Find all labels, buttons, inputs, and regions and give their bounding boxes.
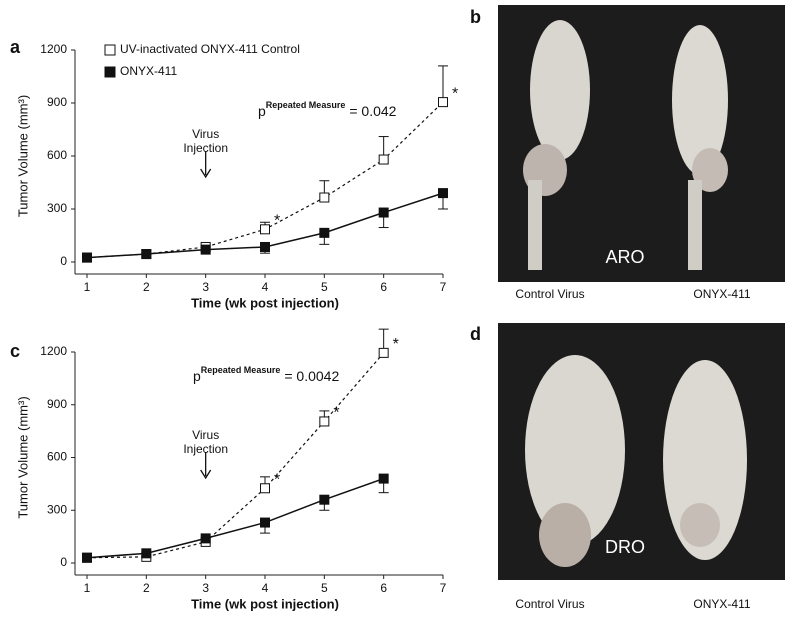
x-tick-label: 3 [202, 581, 209, 595]
marker [260, 517, 270, 528]
y-axis-label: Tumor Volume (mm³) [15, 396, 30, 518]
marker [378, 154, 389, 165]
x-tick-label: 4 [262, 280, 269, 294]
series-line [86, 352, 385, 559]
marker [319, 192, 330, 203]
p-annotation: pRepeated Measure = 0.042 [258, 100, 397, 118]
photo-caption: ONYX-411 [693, 597, 750, 611]
y-tick-label: 300 [47, 502, 67, 516]
photo-b [498, 5, 785, 282]
x-tick-label: 5 [321, 581, 328, 595]
y-tick-label: 900 [47, 397, 67, 411]
x-axis-label: Time (wk post injection) [191, 295, 339, 310]
x-tick-label: 6 [380, 280, 387, 294]
x-tick-label: 5 [321, 280, 328, 294]
legend-label: ONYX-411 [120, 64, 177, 78]
marker [260, 224, 270, 235]
marker [378, 473, 389, 484]
x-tick-label: 1 [84, 581, 91, 595]
injection-label: Virus [192, 127, 219, 141]
mouse-body [530, 20, 590, 160]
marker [260, 241, 270, 252]
marker [260, 483, 270, 494]
x-tick-label: 2 [143, 581, 150, 595]
x-tick-label: 7 [440, 280, 447, 294]
photo-caption: Control Virus [515, 287, 584, 301]
marker [82, 552, 92, 563]
error-bar [438, 65, 448, 103]
marker [378, 347, 389, 358]
mouse-body [663, 360, 747, 560]
p-letter: p [258, 103, 266, 119]
significance-star: * [393, 336, 399, 353]
x-tick-label: 1 [84, 280, 91, 294]
marker [378, 207, 389, 218]
panel-letter: a [10, 37, 21, 57]
legend-marker [104, 66, 116, 78]
marker [438, 188, 448, 199]
marker [319, 227, 330, 238]
y-tick-label: 900 [47, 95, 67, 109]
significance-star: * [452, 85, 458, 102]
p-annotation: pRepeated Measure = 0.0042 [193, 365, 339, 383]
marker [319, 416, 330, 427]
significance-star: * [333, 405, 339, 422]
mouse-leg [688, 180, 702, 270]
mouse-leg [528, 180, 542, 270]
x-tick-label: 7 [440, 581, 447, 595]
photo-caption: ONYX-411 [693, 287, 750, 301]
injection-label: Injection [183, 141, 228, 155]
x-tick-label: 6 [380, 581, 387, 595]
tumor-line-label: DRO [605, 537, 645, 557]
y-tick-label: 0 [60, 555, 67, 569]
marker [141, 249, 152, 260]
x-tick-label: 2 [143, 280, 150, 294]
x-axis-label: Time (wk post injection) [191, 596, 339, 611]
series-line [86, 477, 384, 559]
p-value: = 0.042 [349, 103, 396, 119]
marker [319, 494, 330, 505]
legend-marker [104, 44, 116, 56]
p-value: = 0.0042 [284, 368, 339, 384]
p-superscript: Repeated Measure [266, 100, 346, 110]
y-tick-label: 600 [47, 148, 67, 162]
marker [200, 533, 211, 544]
photo-caption: Control Virus [515, 597, 584, 611]
panel-letter: c [10, 341, 20, 361]
injection-arrowhead [200, 168, 212, 179]
panel-letter: b [470, 7, 481, 27]
y-tick-label: 300 [47, 201, 67, 215]
p-superscript: Repeated Measure [201, 365, 281, 375]
mouse-body [672, 25, 728, 175]
p-letter: p [193, 368, 201, 384]
significance-star: * [274, 213, 280, 230]
y-tick-label: 1200 [40, 344, 67, 358]
photo-d [498, 323, 785, 580]
y-tick-label: 600 [47, 450, 67, 464]
panel-letter: d [470, 324, 481, 344]
x-tick-label: 3 [202, 280, 209, 294]
injection-label: Virus [192, 428, 219, 442]
tumor [539, 503, 591, 567]
tumor [680, 503, 720, 547]
y-axis-label: Tumor Volume (mm³) [15, 95, 30, 217]
marker [438, 97, 448, 108]
marker [82, 252, 92, 263]
y-tick-label: 0 [60, 254, 67, 268]
injection-arrowhead [200, 469, 212, 480]
tumor-line-label: ARO [605, 247, 644, 267]
significance-star: * [274, 471, 280, 488]
legend-label: UV-inactivated ONYX-411 Control [120, 42, 300, 56]
y-tick-label: 1200 [40, 42, 67, 56]
marker [141, 548, 152, 559]
x-tick-label: 4 [262, 581, 269, 595]
injection-label: Injection [183, 442, 228, 456]
mouse-body [525, 355, 625, 545]
marker [200, 244, 211, 255]
